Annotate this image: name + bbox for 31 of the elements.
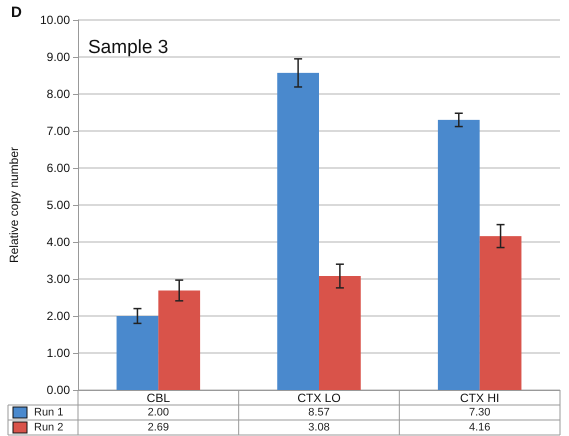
bar bbox=[480, 236, 522, 390]
y-tick-label: 9.00 bbox=[46, 50, 70, 64]
data-label: 8.57 bbox=[308, 406, 330, 418]
annotation: Sample 3 bbox=[88, 37, 168, 58]
x-tick-label: CTX HI bbox=[460, 391, 500, 405]
y-tick-label: 1.00 bbox=[46, 346, 70, 360]
y-tick-label: 10.00 bbox=[40, 13, 70, 27]
data-label: 2.00 bbox=[148, 406, 170, 418]
y-tick-label: 6.00 bbox=[46, 161, 70, 175]
data-label: 3.08 bbox=[308, 422, 330, 434]
y-tick-label: 5.00 bbox=[46, 198, 70, 212]
bar bbox=[277, 72, 319, 390]
chart-title: D bbox=[11, 4, 22, 21]
x-tick-label: CBL bbox=[146, 391, 170, 405]
y-tick-label: 0.00 bbox=[46, 383, 70, 397]
bar bbox=[158, 290, 200, 390]
y-axis-title: Relative copy number bbox=[7, 146, 21, 264]
bar bbox=[438, 120, 480, 390]
bar bbox=[116, 316, 158, 390]
data-label: 7.30 bbox=[468, 406, 490, 418]
legend-label: Run 2 bbox=[34, 422, 64, 434]
y-tick-label: 8.00 bbox=[46, 87, 70, 101]
y-tick-label: 7.00 bbox=[46, 124, 70, 138]
data-label: 2.69 bbox=[148, 422, 170, 434]
data-label: 4.16 bbox=[468, 422, 490, 434]
y-tick-label: 4.00 bbox=[46, 235, 70, 249]
x-tick-label: CTX LO bbox=[297, 391, 341, 405]
bar bbox=[319, 276, 361, 390]
y-tick-label: 3.00 bbox=[46, 272, 70, 286]
y-tick-label: 2.00 bbox=[46, 309, 70, 323]
legend-label: Run 1 bbox=[34, 406, 64, 418]
